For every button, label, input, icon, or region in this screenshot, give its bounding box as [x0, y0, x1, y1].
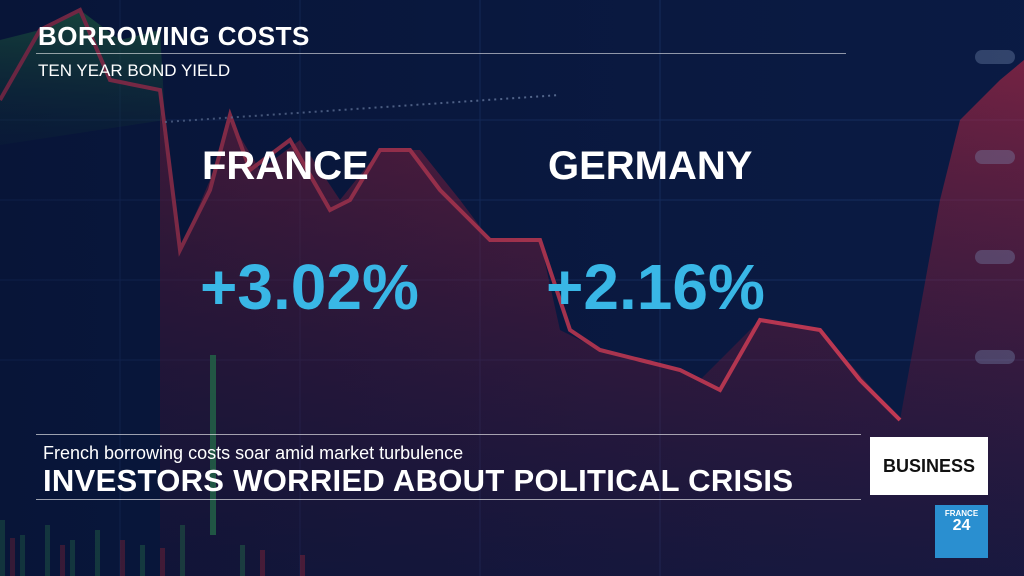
lower-third-subtitle: French borrowing costs soar amid market …	[43, 443, 464, 463]
lower-third-top-rule	[36, 434, 861, 435]
country-label-france: FRANCE	[202, 144, 369, 188]
title-divider	[36, 53, 846, 54]
graphic-subtitle: TEN YEAR BOND YIELD	[38, 61, 231, 80]
graphic-title: BORROWING COSTS	[38, 21, 310, 51]
yield-value-germany: +2.16%	[546, 251, 765, 323]
yield-value-france: +3.02%	[200, 251, 419, 323]
logo-line1: FRANCE	[944, 509, 979, 518]
country-label-germany: GERMANY	[548, 144, 753, 188]
lower-third-bottom-rule	[36, 499, 861, 500]
france24-logo: FRANCE 24	[935, 505, 988, 558]
lower-third-headline: INVESTORS WORRIED ABOUT POLITICAL CRISIS	[43, 463, 794, 498]
section-badge: BUSINESS	[870, 437, 988, 495]
logo-line2: 24	[952, 517, 971, 534]
